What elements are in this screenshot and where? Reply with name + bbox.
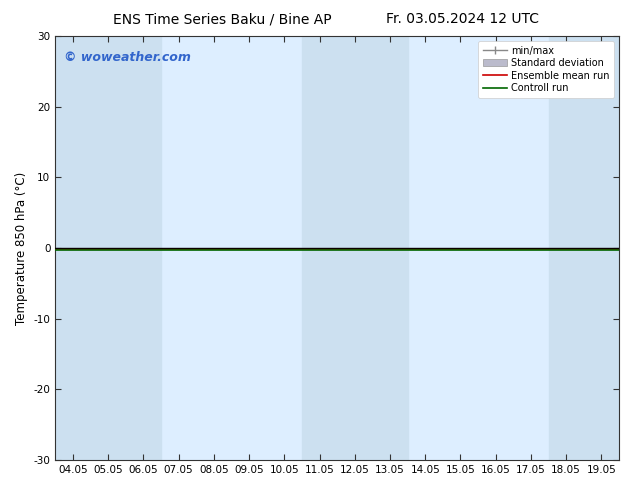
Y-axis label: Temperature 850 hPa (°C): Temperature 850 hPa (°C) — [15, 172, 28, 325]
Bar — [548, 36, 619, 460]
Bar — [302, 36, 408, 460]
Text: ENS Time Series Baku / Bine AP: ENS Time Series Baku / Bine AP — [113, 12, 331, 26]
Text: © woweather.com: © woweather.com — [64, 51, 191, 64]
Legend: min/max, Standard deviation, Ensemble mean run, Controll run: min/max, Standard deviation, Ensemble me… — [478, 41, 614, 98]
Bar — [55, 36, 161, 460]
Text: Fr. 03.05.2024 12 UTC: Fr. 03.05.2024 12 UTC — [386, 12, 540, 26]
